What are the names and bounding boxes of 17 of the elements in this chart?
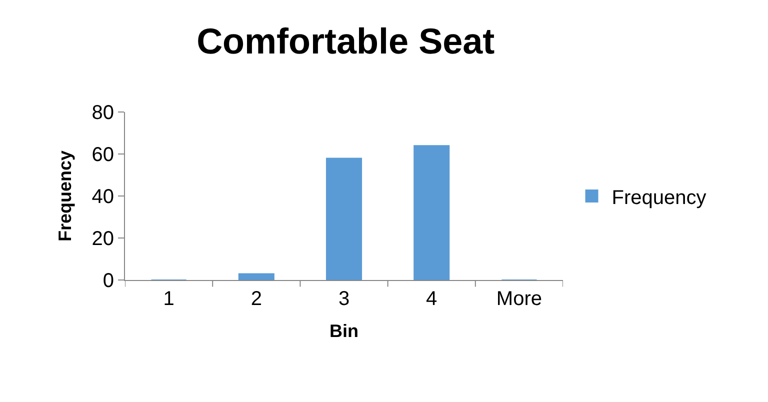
x-tick-label: 3 [338, 288, 350, 310]
bar [326, 158, 362, 280]
x-tick-label: 4 [426, 288, 438, 310]
legend-label: Frequency [612, 186, 706, 209]
y-axis-title: Frequency [54, 150, 75, 242]
x-axis-title: Bin [330, 321, 358, 342]
x-tick-label: More [496, 288, 542, 310]
x-tick-label: 1 [163, 288, 174, 310]
y-tick-label: 80 [92, 102, 114, 124]
y-tick-label: 0 [102, 270, 114, 292]
x-tick-label: 2 [250, 288, 262, 310]
chart-title: Comfortable Seat [196, 20, 495, 62]
y-tick-label: 20 [92, 228, 114, 250]
y-tick-label: 60 [92, 144, 114, 166]
bar [414, 145, 450, 280]
y-tick-label: 40 [92, 186, 114, 208]
bar [238, 273, 274, 280]
